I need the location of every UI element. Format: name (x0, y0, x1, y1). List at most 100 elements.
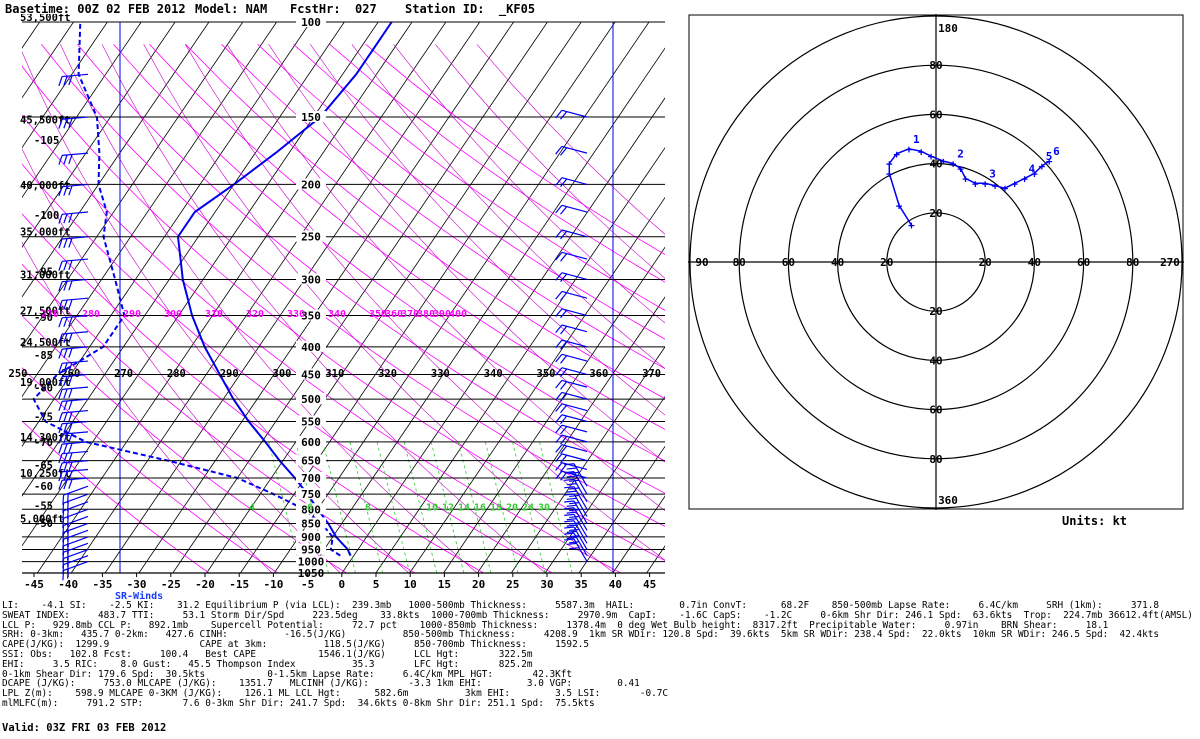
moist-adiabat-line (22, 51, 410, 573)
hodograph-point: + (982, 177, 989, 190)
right-wind-barb-feather (560, 445, 568, 455)
hodograph-bottom-label: 360 (938, 494, 958, 507)
right-wind-barb-staff (561, 290, 588, 299)
left-wind-barb-staff (62, 398, 89, 403)
pressure-label: 350 (301, 310, 321, 323)
right-wind-barb-feather (560, 415, 568, 425)
right-wind-barb-staff (561, 324, 588, 333)
mixing-ratio-label: 8 (365, 503, 371, 514)
right-wind-barb-feather (560, 273, 568, 283)
right-wind-barb-staff (561, 470, 588, 479)
theta-label-magenta: 270 (41, 309, 59, 320)
left-wind-barb-staff (62, 297, 89, 302)
moist-adiabat-line (226, 44, 665, 512)
left-wind-barb-staff (62, 373, 89, 378)
pressure-label: 150 (301, 111, 321, 124)
right-wind-barb-feather (564, 478, 575, 481)
right-wind-barb-feather (564, 538, 575, 541)
right-wind-barb-staff (573, 514, 588, 538)
isotherm-line (70, 22, 447, 573)
right-wind-barb-feather (569, 479, 580, 482)
hodograph-ring-label: 60 (929, 404, 942, 417)
theta-label-magenta: 380 (417, 309, 435, 320)
x-tick-label: 20 (472, 578, 485, 591)
right-wind-barb-feather (555, 424, 563, 434)
left-wind-barb-feather (68, 400, 73, 411)
right-wind-barb-feather (564, 500, 575, 503)
left-wind-barb (58, 278, 89, 292)
right-wind-barb (555, 470, 588, 481)
hodograph-point: + (1038, 160, 1045, 173)
right-wind-barb-staff (561, 353, 588, 362)
left-wind-barb-feather (58, 155, 63, 165)
dry-adiabat-line (113, 44, 665, 462)
left-wind-barb (58, 183, 89, 197)
left-wind-barb-feather (58, 453, 63, 464)
left-wind-barb-feather (63, 471, 68, 481)
right-wind-barb-feather (566, 490, 577, 493)
right-wind-barb-feather (555, 339, 563, 349)
left-wind-barb-feather (68, 75, 73, 86)
left-wind-barb-feather (63, 299, 68, 310)
left-wind-barb-feather (66, 493, 69, 504)
x-tick-label: -10 (263, 578, 283, 591)
hodograph-point-label: 5 (1046, 150, 1053, 163)
dry-adiabat-line (22, 314, 347, 573)
hodograph-ring-label: 40 (929, 158, 942, 171)
x-tick-label: -5 (301, 578, 314, 591)
parameter-row: DCAPE (J/KG): 753.0 MLCAPE (J/KG): 1351.… (2, 678, 640, 690)
theta-label-magenta: 360 (385, 309, 403, 320)
dewpoint-profile-line (32, 22, 341, 557)
right-wind-barb-feather (555, 367, 563, 376)
left-wind-barb (58, 258, 89, 271)
left-temp-label: -75 (34, 411, 53, 423)
right-wind-barb-feather (555, 453, 563, 462)
right-wind-barb-staff (573, 538, 588, 562)
hodograph-point: + (1031, 167, 1038, 180)
left-wind-barb-feather (58, 363, 63, 373)
hodograph-point: + (918, 145, 925, 158)
right-wind-barb-staff (561, 251, 588, 260)
right-wind-barb-feather (555, 380, 563, 389)
left-wind-barb-feather (63, 362, 68, 373)
right-wind-barb-feather (560, 426, 568, 435)
theta-label-magenta: 350 (369, 309, 387, 320)
skewt-plot-area (22, 22, 665, 573)
pressure-label-bg (296, 488, 326, 500)
left-wind-barb (58, 409, 89, 423)
pressure-label: 500 (301, 393, 321, 406)
left-temp-label: -100 (34, 210, 59, 222)
right-wind-barb-staff (561, 424, 588, 433)
right-wind-barb-staff (573, 500, 588, 524)
left-wind-barb-feather (58, 471, 63, 482)
hodograph-ring-label: 40 (1028, 256, 1041, 269)
x-tick-label: -45 (24, 578, 44, 591)
theta-label-magenta: 370 (401, 309, 419, 320)
right-wind-barb-feather (555, 353, 563, 363)
x-tick-label: 15 (438, 578, 451, 591)
isotherm-line (409, 196, 665, 573)
right-wind-barb-feather (564, 532, 575, 535)
right-wind-barb (564, 526, 588, 550)
mixing-ratio-line (349, 441, 384, 573)
parameter-row: EHI: 3.5 RIC: 8.0 Gust: 45.5 Thompson In… (2, 658, 533, 670)
isotherm-line (544, 395, 665, 573)
theta-label-magenta: 330 (287, 309, 305, 320)
pressure-label: 850 (301, 517, 321, 530)
left-wind-barb-staff (62, 116, 89, 120)
parameter-row: LPL Z(m): 598.9 MLCAPE 0-3KM (J/KG): 126… (2, 688, 669, 700)
right-wind-barb-feather (566, 511, 577, 514)
left-wind-barb-feather (58, 261, 63, 271)
hodograph-point: + (886, 167, 893, 180)
right-wind-barb (564, 520, 588, 544)
right-wind-barb (555, 272, 588, 283)
mixing-ratio-line (376, 441, 411, 573)
hodograph-ring-label: 80 (1126, 256, 1139, 269)
right-wind-barb-staff (561, 379, 588, 388)
dry-adiabat-line (22, 263, 416, 573)
parameter-row: SSI: Obs: 102.8 Fcst: 100.4 Best CAPE 15… (2, 648, 533, 660)
hodograph-point: + (940, 155, 947, 168)
right-wind-barb-feather (560, 253, 568, 262)
left-wind-barb-staff (62, 409, 89, 414)
